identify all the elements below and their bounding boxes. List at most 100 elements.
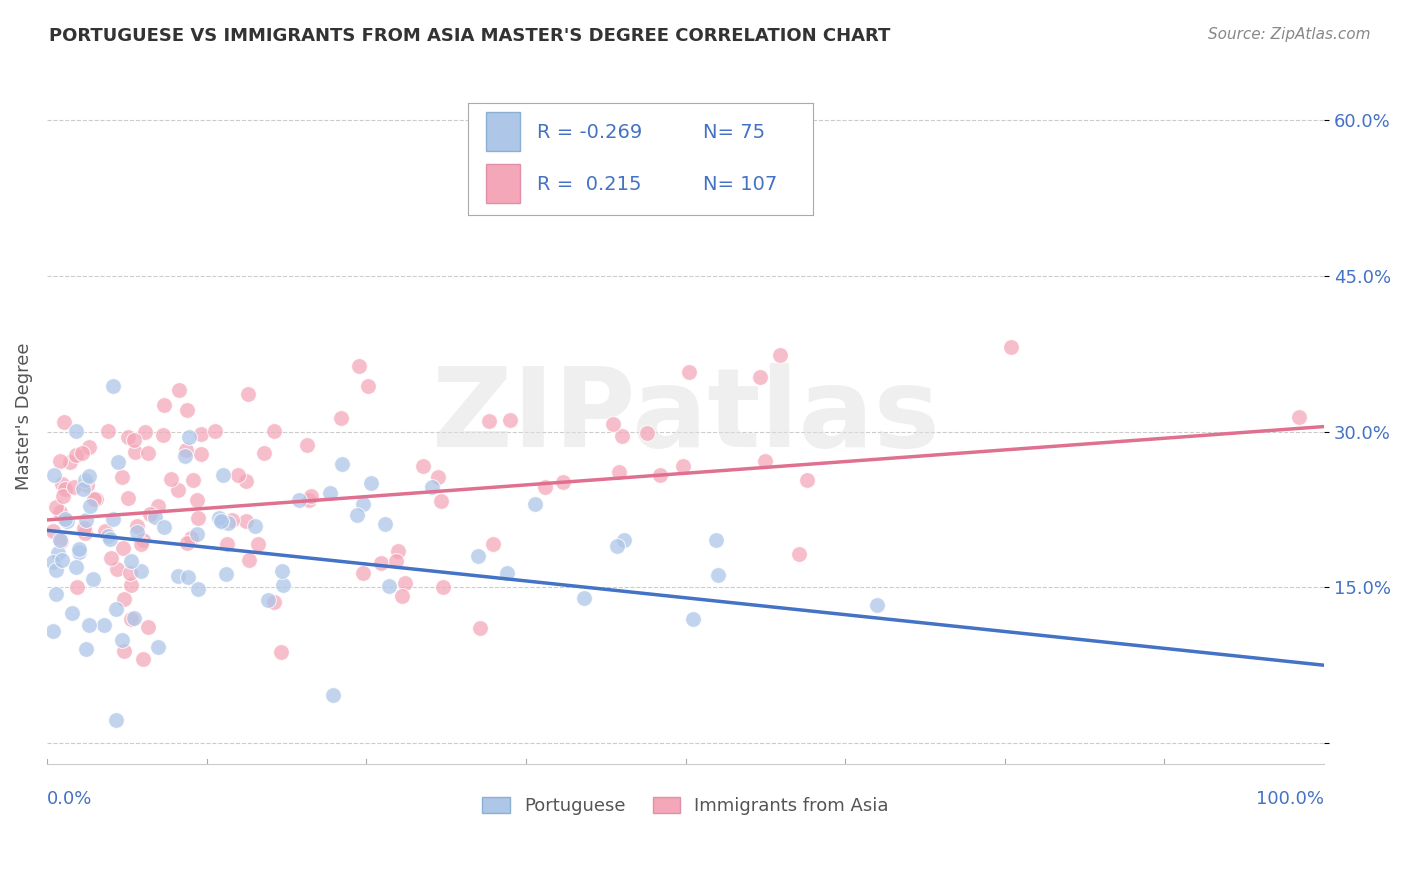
Point [83, 492, 105, 507]
Point [352, 566, 374, 580]
Point [796, 473, 818, 487]
Point [111, 469, 134, 483]
Point [238, 553, 260, 567]
Point [426, 470, 449, 484]
Point [295, 438, 318, 452]
Point [299, 489, 322, 503]
Point [65, 560, 87, 574]
Point [357, 379, 380, 393]
Point [42, 555, 65, 569]
Point [100, 551, 122, 566]
Point [45, 586, 67, 600]
Point [288, 492, 311, 507]
Point [105, 602, 128, 616]
Point [114, 644, 136, 658]
Text: ZIPatlas: ZIPatlas [432, 363, 939, 470]
Point [394, 576, 416, 591]
Point [136, 446, 159, 460]
Point [131, 533, 153, 548]
Point [387, 544, 409, 558]
Point [682, 612, 704, 626]
Point [174, 450, 197, 464]
Point [204, 424, 226, 438]
Point [152, 519, 174, 533]
Point [263, 594, 285, 608]
Point [606, 540, 628, 554]
Point [499, 413, 522, 427]
Point [613, 533, 636, 547]
Point [66, 580, 89, 594]
Point [67, 541, 90, 556]
Point [174, 443, 197, 458]
Point [93, 618, 115, 632]
Point [190, 427, 212, 442]
Point [125, 519, 148, 533]
Point [754, 454, 776, 468]
Point [391, 589, 413, 603]
Point [179, 430, 201, 444]
Point [60, 607, 83, 621]
Point [117, 430, 139, 444]
Point [322, 688, 344, 702]
Point [256, 592, 278, 607]
Point [374, 517, 396, 532]
Point [120, 554, 142, 568]
Point [263, 424, 285, 438]
Point [84, 491, 107, 506]
Point [495, 566, 517, 581]
Point [75, 513, 97, 527]
Point [602, 417, 624, 431]
Point [146, 640, 169, 654]
Point [51, 477, 73, 491]
Point [59, 455, 82, 469]
Point [187, 582, 209, 596]
Point [53, 512, 76, 526]
Point [143, 510, 166, 524]
Point [468, 621, 491, 635]
Point [648, 468, 671, 483]
Point [125, 525, 148, 540]
Point [1288, 410, 1310, 425]
Point [271, 565, 294, 579]
Point [67, 545, 90, 559]
Point [253, 446, 276, 460]
Point [176, 535, 198, 549]
Point [636, 425, 658, 440]
Point [607, 466, 630, 480]
Point [574, 591, 596, 606]
Point [553, 475, 575, 489]
Point [97, 424, 120, 438]
Text: 0.0%: 0.0% [46, 789, 93, 808]
Point [52, 415, 75, 429]
Point [533, 480, 555, 494]
Point [148, 500, 170, 514]
Point [93, 524, 115, 538]
Point [105, 562, 128, 576]
Point [124, 611, 146, 625]
Point [181, 473, 204, 487]
Point [76, 477, 98, 491]
Point [176, 403, 198, 417]
Point [524, 497, 547, 511]
Point [209, 514, 232, 528]
Text: Source: ZipAtlas.com: Source: ZipAtlas.com [1208, 27, 1371, 42]
Point [215, 567, 238, 582]
Point [139, 507, 162, 521]
Point [467, 549, 489, 563]
Point [77, 440, 100, 454]
Point [478, 414, 501, 428]
Point [360, 475, 382, 490]
Point [129, 565, 152, 579]
Point [672, 458, 695, 473]
Point [211, 515, 233, 529]
Point [704, 533, 727, 548]
Point [77, 617, 100, 632]
Point [120, 612, 142, 626]
Point [131, 652, 153, 666]
Point [45, 563, 67, 577]
Point [134, 425, 156, 439]
Point [787, 547, 810, 561]
Point [75, 525, 97, 540]
Point [169, 384, 191, 398]
Point [122, 434, 145, 448]
